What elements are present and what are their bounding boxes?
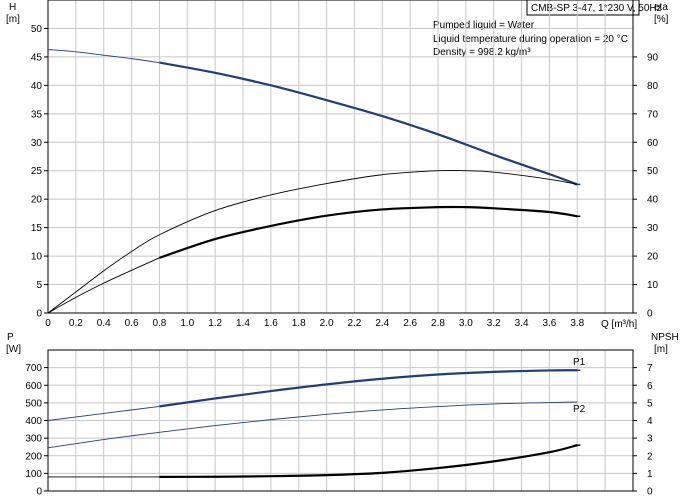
x-tick-label: 1.6 — [264, 318, 278, 329]
header-box: CMB-SP 3-47, 1*230 V, 50Hz — [526, 0, 662, 16]
x-tick-label: 0.6 — [125, 318, 139, 329]
left-tick-label: 0 — [36, 309, 42, 320]
right-tick-label: 2 — [647, 451, 653, 462]
lower-left-axis-title: P — [7, 332, 14, 343]
series-label-p2: P2 — [573, 404, 586, 415]
x-tick-label: 0.2 — [69, 318, 83, 329]
right-axis-curve — [159, 205, 578, 259]
right-tick-label: 7 — [647, 363, 653, 374]
x-tick-label: 3.6 — [542, 318, 556, 329]
plot-frame — [47, 0, 634, 314]
lower-left-axis-unit: [W] — [6, 344, 21, 355]
right-tick-label: 70 — [647, 109, 659, 120]
left-tick-label: 5 — [36, 280, 42, 291]
left-tick-label: 35 — [31, 109, 43, 120]
header-box-text: CMB-SP 3-47, 1*230 V, 50Hz — [531, 3, 662, 14]
right-axis-curve — [159, 444, 578, 478]
right-tick-label: 40 — [647, 195, 659, 206]
x-tick-label: 1.4 — [236, 318, 250, 329]
left-axis-curve — [47, 49, 160, 64]
x-tick-label: 3.4 — [515, 318, 529, 329]
upper-left-axis-unit: [m] — [6, 14, 20, 25]
x-tick-label: 1.8 — [292, 318, 306, 329]
x-tick-label: 2.6 — [403, 318, 417, 329]
left-tick-label: 40 — [31, 81, 43, 92]
x-tick-label: 2.4 — [375, 318, 389, 329]
right-tick-label: 4 — [647, 416, 653, 427]
left-tick-label: 30 — [31, 138, 43, 149]
x-tick-label: 2.0 — [320, 318, 334, 329]
x-tick-label: 2.2 — [347, 318, 361, 329]
x-tick-label: 3.0 — [459, 318, 473, 329]
upper-right-axis-title: eta — [654, 2, 668, 13]
right-tick-label: 0 — [647, 309, 653, 320]
left-tick-label: 100 — [25, 469, 42, 480]
right-tick-label: 30 — [647, 223, 659, 234]
right-tick-label: 6 — [647, 381, 653, 392]
info-line: Liquid temperature during operation = 20… — [433, 34, 628, 45]
info-lines: Pumped liquid = Water Liquid temperature… — [433, 20, 628, 58]
left-tick-label: 45 — [31, 52, 43, 63]
p2-left-axis-curve — [47, 401, 578, 449]
right-tick-label: 5 — [647, 398, 653, 409]
left-tick-label: 50 — [31, 24, 43, 35]
left-tick-label: 25 — [31, 166, 43, 177]
left-tick-label: 200 — [25, 451, 42, 462]
x-tick-label: 0 — [45, 318, 51, 329]
x-tick-label: 3.2 — [487, 318, 501, 329]
header-box-frame — [526, 0, 640, 16]
x-tick-label: 1.2 — [208, 318, 222, 329]
left-tick-label: 500 — [25, 398, 42, 409]
x-tick-label: 1.0 — [180, 318, 194, 329]
x-tick-label: 0.8 — [152, 318, 166, 329]
right-tick-label: 60 — [647, 138, 659, 149]
left-tick-label: 400 — [25, 416, 42, 427]
series-label-p1: P1 — [573, 357, 586, 368]
x-tick-label: 3.8 — [570, 318, 584, 329]
upper-left-axis-title: H — [9, 2, 16, 13]
right-tick-label: 1 — [647, 469, 653, 480]
left-tick-label: 300 — [25, 434, 42, 445]
right-axis-curve — [47, 169, 578, 314]
left-tick-label: 600 — [25, 381, 42, 392]
lower-right-axis-unit: [m] — [654, 344, 668, 355]
left-tick-label: 15 — [31, 223, 43, 234]
upper-right-axis-unit: [%] — [654, 14, 669, 25]
info-line: Density = 998.2 kg/m³ — [433, 47, 531, 58]
x-tick-label: 2.8 — [431, 318, 445, 329]
left-tick-label: 20 — [31, 195, 43, 206]
left-tick-label: 700 — [25, 363, 42, 374]
right-tick-label: 50 — [647, 166, 659, 177]
right-axis-curve — [47, 257, 160, 314]
lower-panel: 0 100 200 300 400 500 600 700 0 1 2 3 4 5 6 7 P1 P2 — [25, 349, 653, 498]
right-tick-label: 20 — [647, 252, 659, 263]
right-tick-label: 0 — [647, 487, 653, 498]
left-tick-label: 0 — [36, 487, 42, 498]
x-tick-label: 0.4 — [97, 318, 111, 329]
right-tick-label: 3 — [647, 434, 653, 445]
right-tick-label: 90 — [647, 52, 659, 63]
left-tick-label: 10 — [31, 252, 43, 263]
right-tick-label: 80 — [647, 81, 659, 92]
right-tick-label: 10 — [647, 280, 659, 291]
info-line: Pumped liquid = Water — [433, 20, 535, 31]
lower-right-axis-title: NPSH — [651, 332, 679, 343]
left-axis-curve — [159, 61, 578, 186]
x-axis-label: Q [m³/h] — [601, 319, 637, 330]
p1-left-axis-curve — [159, 369, 578, 408]
upper-panel: 0 5 10 15 20 25 30 35 40 45 50 0 10 20 30 40 50 60 70 80 90 0… — [31, 0, 659, 329]
p1-left-axis-curve — [47, 405, 160, 421]
